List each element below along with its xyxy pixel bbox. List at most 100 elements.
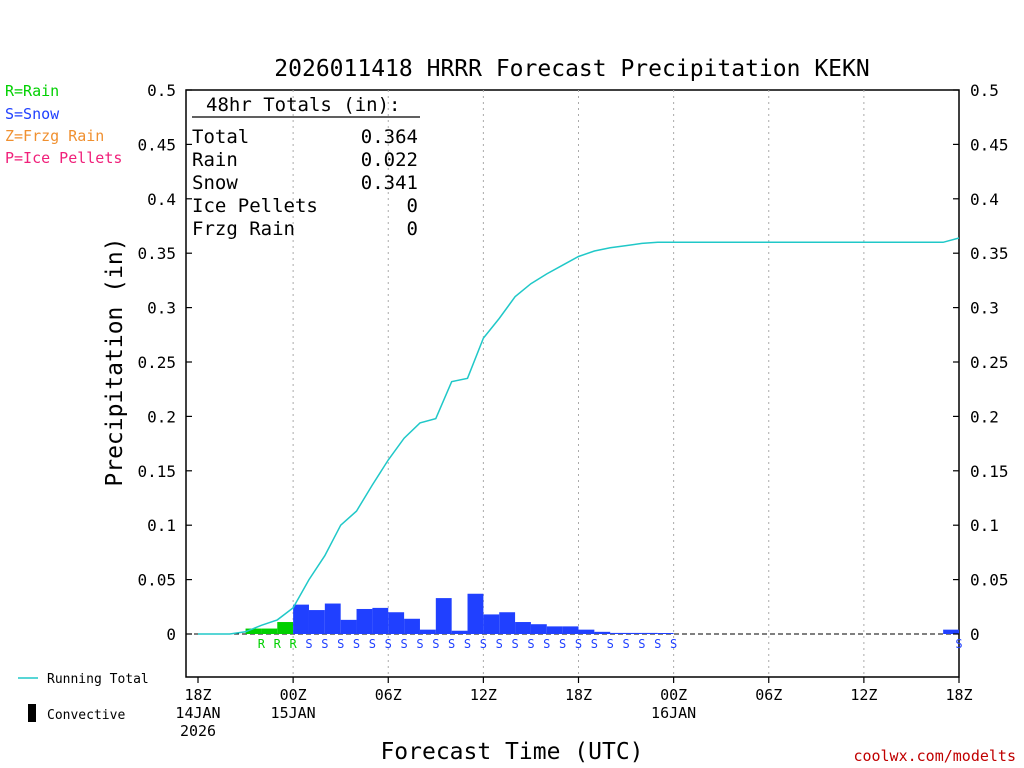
precip-bar	[293, 604, 309, 634]
y-tick-label-left: 0.45	[137, 135, 176, 154]
y-tick-label-left: 0.15	[137, 462, 176, 481]
precip-bar	[594, 631, 611, 634]
precip-type-label: S	[496, 637, 503, 651]
totals-value-total: 0.364	[361, 126, 418, 148]
y-tick-label-left: 0.2	[147, 407, 176, 426]
precip-type-label: S	[543, 637, 550, 651]
precip-type-label: S	[654, 637, 661, 651]
precip-bar	[562, 626, 579, 634]
precip-type-label: S	[607, 637, 614, 651]
x-tick-label: 14JAN	[175, 704, 220, 722]
x-tick-label: 18Z	[565, 686, 592, 704]
series-legend: Running Total Convective	[18, 672, 149, 723]
precip-bar	[546, 626, 563, 634]
precip-type-legend: R=Rain S=Snow Z=Frzg Rain P=Ice Pellets	[5, 82, 122, 167]
y-tick-label-right: 0.15	[970, 462, 1009, 481]
chart-title: 2026011418 HRRR Forecast Precipitation K…	[274, 56, 869, 82]
legend-frzg-rain: Z=Frzg Rain	[5, 127, 104, 145]
precip-bar	[308, 610, 325, 634]
precip-type-label: S	[305, 637, 312, 651]
x-tick-label: 00Z	[660, 686, 687, 704]
x-tick-label: 15JAN	[271, 704, 316, 722]
precip-bar	[530, 624, 547, 634]
y-tick-label-right: 0.25	[970, 353, 1009, 372]
x-tick-label: 18Z	[184, 686, 211, 704]
x-tick-label: 16JAN	[651, 704, 696, 722]
precip-type-label: S	[511, 637, 518, 651]
precip-type-label: S	[955, 637, 962, 651]
y-tick-label-right: 0.4	[970, 190, 999, 209]
totals-value-snow: 0.341	[361, 172, 418, 194]
y-tick-label-left: 0.05	[137, 571, 176, 590]
x-tick-label: 12Z	[850, 686, 877, 704]
precip-bar	[467, 593, 484, 634]
convective-swatch	[28, 704, 36, 722]
y-axis-label: Precipitation (in)	[102, 237, 128, 486]
totals-value-frzg: 0	[407, 218, 418, 240]
totals-header: 48hr Totals (in):	[206, 94, 400, 116]
vertical-gridlines	[292, 90, 865, 677]
y-tick-label-right: 0.5	[970, 81, 999, 100]
precip-type-label: R	[258, 637, 266, 651]
y-tick-label-left: 0	[166, 625, 176, 644]
precip-type-label: S	[670, 637, 677, 651]
legend-ice-pellets: P=Ice Pellets	[5, 149, 122, 167]
y-tick-label-right: 0	[970, 625, 980, 644]
precip-type-label: S	[527, 637, 534, 651]
x-axis-label: Forecast Time (UTC)	[380, 739, 643, 765]
x-tick-label: 12Z	[470, 686, 497, 704]
x-tick-label: 06Z	[755, 686, 782, 704]
y-tick-label-right: 0.1	[970, 516, 999, 535]
precip-bar	[626, 632, 642, 634]
precip-bar	[943, 629, 959, 634]
running-total-line	[198, 237, 960, 635]
totals-label-ice: Ice Pellets	[192, 195, 318, 217]
y-tick-label-right: 0.3	[970, 299, 999, 318]
totals-label-total: Total	[192, 126, 249, 148]
y-tick-label-left: 0.4	[147, 190, 176, 209]
convective-legend-label: Convective	[47, 708, 125, 723]
precip-bar	[404, 618, 420, 634]
precip-bar	[499, 612, 516, 634]
totals-value-rain: 0.022	[361, 149, 418, 171]
precip-type-label: R	[290, 637, 298, 651]
precip-bar	[657, 633, 674, 634]
precip-bar	[372, 607, 389, 634]
precip-type-label: S	[353, 637, 360, 651]
precip-type-label: S	[416, 637, 423, 651]
precip-type-label: S	[432, 637, 439, 651]
x-tick-label: 06Z	[375, 686, 402, 704]
y-tick-label-left: 0.25	[137, 353, 176, 372]
y-tick-label-right: 0.45	[970, 135, 1009, 154]
precip-bar	[419, 629, 436, 634]
precip-type-label: S	[622, 637, 629, 651]
y-tick-label-right: 0.05	[970, 571, 1009, 590]
totals-label-frzg: Frzg Rain	[192, 218, 295, 240]
precip-type-label: S	[385, 637, 392, 651]
y-axis-left: 0 0.05 0.1 0.15 0.2 0.25 0.3 0.35 0.4 0.45 0.5	[137, 81, 192, 644]
precip-bar	[435, 598, 452, 634]
y-tick-label-left: 0.5	[147, 81, 176, 100]
x-tick-label: 2026	[180, 722, 216, 740]
precip-type-label: S	[464, 637, 471, 651]
totals-label-snow: Snow	[192, 172, 238, 194]
precip-type-label: S	[480, 637, 487, 651]
precip-bar	[515, 622, 531, 634]
precip-type-label: S	[321, 637, 328, 651]
y-tick-label-right: 0.35	[970, 244, 1009, 263]
precip-bar	[578, 629, 595, 634]
legend-rain: R=Rain	[5, 82, 59, 100]
x-tick-label: 00Z	[280, 686, 307, 704]
precip-type-label: S	[591, 637, 598, 651]
hourly-bars	[245, 593, 959, 634]
precip-bar	[324, 603, 341, 634]
precip-bar	[277, 622, 294, 634]
y-tick-label-left: 0.1	[147, 516, 176, 535]
y-tick-label-left: 0.3	[147, 299, 176, 318]
precip-type-label: S	[638, 637, 645, 651]
y-tick-label-right: 0.2	[970, 407, 999, 426]
